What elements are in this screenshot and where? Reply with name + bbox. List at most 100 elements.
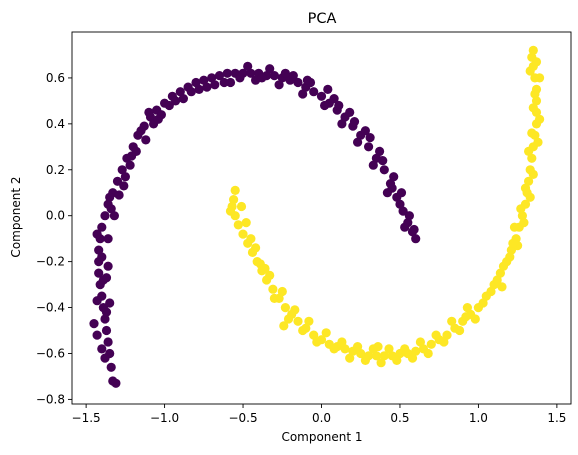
point-series-0 [186,87,196,97]
point-series-1 [495,268,505,278]
point-series-0 [411,234,421,244]
point-series-0 [235,73,245,83]
point-series-1 [400,344,410,354]
point-series-0 [398,206,408,216]
point-series-0 [106,362,116,372]
point-series-0 [153,114,163,124]
data-points [89,45,545,388]
point-series-1 [260,263,270,274]
point-series-1 [525,192,535,202]
point-series-0 [378,156,388,166]
point-series-0 [178,94,188,104]
point-series-0 [144,107,154,117]
point-series-0 [119,181,129,191]
point-series-0 [280,68,290,78]
x-tick-label: 0.0 [312,411,331,425]
point-series-1 [230,211,240,221]
point-series-0 [141,135,151,145]
point-series-0 [106,204,116,214]
point-series-1 [530,89,540,99]
point-series-1 [524,146,534,156]
point-series-1 [376,358,386,368]
point-series-1 [265,270,275,280]
point-series-1 [527,128,537,138]
x-axis-label: Component 1 [281,430,362,444]
point-series-0 [194,84,204,94]
point-series-1 [280,303,290,313]
point-series-0 [136,126,146,136]
point-series-1 [233,220,243,230]
chart-title: PCA [308,11,337,27]
y-tick-label: 0.6 [46,71,65,85]
point-series-1 [269,293,279,303]
y-tick-label: −0.4 [36,301,65,315]
point-series-1 [535,114,545,124]
point-series-1 [246,234,256,244]
point-series-1 [498,261,509,271]
point-series-1 [360,355,370,365]
point-series-0 [199,75,209,85]
point-series-1 [478,298,488,308]
point-series-0 [164,100,174,111]
point-series-1 [236,201,247,212]
point-series-0 [375,146,385,156]
point-series-0 [396,188,407,198]
point-series-0 [269,71,279,81]
point-series-1 [520,183,531,193]
point-series-0 [97,222,107,232]
point-series-1 [492,275,502,285]
point-series-1 [238,229,248,239]
point-series-0 [257,73,267,83]
point-series-1 [486,286,496,297]
point-series-1 [527,153,537,163]
point-series-1 [431,330,441,340]
point-series-1 [373,342,383,352]
point-series-1 [528,45,538,56]
point-series-0 [309,87,319,97]
point-series-1 [455,325,465,336]
y-tick-label: 0.0 [46,209,65,223]
point-series-0 [246,68,256,78]
point-series-1 [379,351,389,361]
point-series-0 [100,314,110,324]
point-series-0 [207,73,217,83]
point-series-0 [202,82,212,92]
point-series-1 [241,218,251,228]
point-series-0 [191,77,201,88]
point-series-0 [337,119,347,129]
point-series-0 [127,151,137,161]
point-series-0 [265,64,275,74]
point-series-0 [395,199,405,209]
x-tick-label: −0.5 [228,411,257,425]
point-series-0 [387,183,397,193]
point-series-0 [89,319,99,329]
point-series-1 [268,284,278,294]
point-series-1 [517,211,528,221]
point-series-1 [528,103,538,113]
point-series-0 [316,91,327,101]
point-series-0 [114,190,124,200]
point-series-1 [497,282,507,292]
point-series-1 [462,303,472,313]
point-series-1 [531,96,542,106]
point-series-0 [105,192,115,202]
point-series-1 [290,305,300,315]
point-series-0 [288,71,298,81]
point-series-0 [100,353,110,363]
y-tick-label: −0.8 [36,392,65,406]
point-series-0 [125,160,135,170]
point-series-0 [94,245,104,255]
point-series-1 [525,66,535,76]
point-series-1 [283,314,294,324]
point-series-0 [353,137,363,147]
point-series-1 [411,346,421,356]
point-series-0 [274,80,284,90]
point-series-0 [117,165,127,175]
point-series-0 [100,211,110,221]
point-series-0 [101,325,112,336]
point-series-0 [365,133,375,143]
point-series-1 [461,312,471,322]
point-series-1 [345,353,355,363]
point-series-0 [109,211,119,221]
